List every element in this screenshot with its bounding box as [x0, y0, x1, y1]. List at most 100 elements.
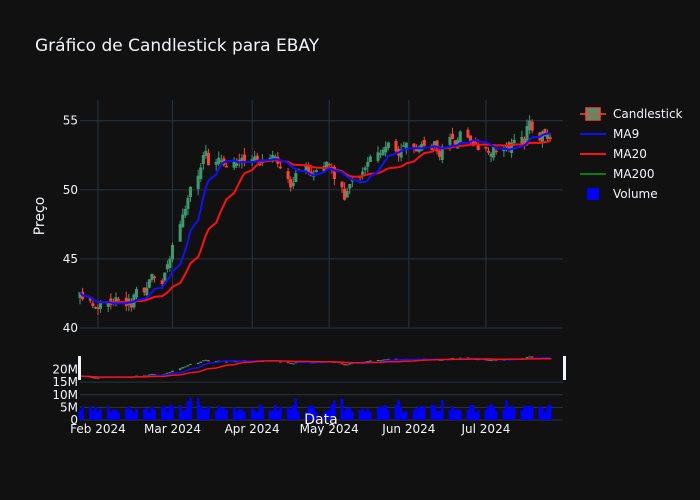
volume-bar — [502, 409, 506, 420]
candle-body — [332, 166, 336, 180]
volume-bar — [135, 408, 138, 420]
volume-bar — [196, 397, 200, 420]
volume-bar — [276, 410, 280, 420]
volume-tick-label: 10M — [52, 388, 78, 402]
slider-candle — [148, 374, 151, 376]
candle-body — [399, 149, 403, 158]
x-axis-title: Data — [304, 412, 337, 428]
slider-candle — [530, 356, 534, 358]
volume-bar — [528, 405, 531, 420]
candle-body — [448, 137, 452, 145]
slider-handle-left[interactable] — [78, 356, 81, 380]
slider-candle — [525, 356, 529, 360]
volume-bar — [117, 412, 120, 420]
candle-body — [286, 171, 290, 180]
candle-body — [199, 167, 203, 179]
volume-bar — [420, 407, 424, 420]
slider-candle — [376, 359, 380, 361]
candle-body — [204, 150, 208, 156]
volume-bar — [217, 406, 221, 420]
volume-bar — [163, 406, 167, 420]
volume-bar — [548, 404, 552, 420]
price-gridlines — [80, 100, 563, 329]
volume-bar — [178, 404, 182, 420]
slider-candle — [168, 372, 172, 374]
volume-bar — [543, 412, 547, 420]
volume-bar — [147, 412, 151, 420]
candle-body — [219, 160, 223, 163]
volume-bar — [114, 410, 118, 420]
slider-candle — [196, 362, 200, 365]
candle-body — [93, 307, 97, 309]
candle-body — [289, 179, 293, 188]
candle-body — [186, 197, 190, 209]
candle-body — [255, 155, 259, 160]
volume-bar — [78, 410, 82, 420]
y-axis-title: Preço — [32, 197, 48, 236]
slider-handle-right[interactable] — [563, 356, 566, 380]
slider-candle — [94, 377, 97, 379]
chart-title: Gráfico de Candlestick para EBAY — [35, 36, 320, 56]
axes: 40 45 50 55 Feb 2024 Mar 2024 Apr 2024 May 2024… — [52, 114, 510, 436]
volume-bar — [523, 405, 526, 420]
candle-body — [379, 153, 383, 156]
candle-body — [466, 129, 470, 138]
slider-candle — [345, 364, 349, 366]
candle-body — [150, 273, 154, 280]
volume-bar — [168, 404, 172, 420]
candle-body — [548, 137, 552, 139]
slider-candle — [181, 367, 185, 369]
candle-body — [201, 155, 205, 164]
legend-item-ma9[interactable]: MA9 — [580, 127, 639, 141]
volume-bar — [343, 410, 346, 420]
slider-candle — [438, 359, 441, 361]
slider-candle — [494, 359, 498, 361]
volume-bar — [222, 407, 226, 420]
slider-candle — [384, 359, 388, 361]
slider-candle — [340, 363, 344, 365]
candle-body — [145, 287, 149, 296]
volume-bar — [181, 410, 185, 420]
volume-bar — [492, 406, 496, 420]
volume-bar — [124, 408, 128, 420]
candle-body — [91, 303, 95, 307]
volume-bar — [404, 411, 408, 420]
legend[interactable]: Candlestick MA9 MA20 MA200 Volume — [580, 107, 683, 201]
volume-bar — [255, 412, 259, 420]
candle-body — [214, 161, 218, 165]
price-tick-label: 50 — [63, 183, 78, 197]
volume-bar — [458, 410, 462, 420]
volume-bar — [415, 408, 418, 420]
candle-body — [327, 163, 331, 166]
volume-bar — [314, 412, 318, 420]
volume-bar — [307, 406, 311, 420]
slider-candle — [186, 365, 190, 367]
candle-body — [361, 171, 365, 175]
date-tick-label: Feb 2024 — [70, 422, 126, 436]
volume-bar — [451, 405, 454, 420]
legend-item-volume[interactable]: Volume — [587, 187, 658, 201]
volume-bar — [361, 408, 364, 420]
volume-bar — [304, 412, 308, 420]
volume-bar — [435, 410, 439, 420]
range-slider[interactable] — [78, 354, 566, 380]
date-tick-label: May 2024 — [300, 422, 359, 436]
candle-body — [152, 276, 157, 279]
volume-bar — [376, 407, 380, 420]
candle-body — [528, 120, 532, 131]
candle-body — [512, 139, 516, 144]
candle-body — [278, 166, 282, 169]
legend-item-ma200[interactable]: MA200 — [580, 167, 654, 181]
candle-body — [489, 153, 493, 157]
volume-bar — [127, 406, 131, 420]
legend-label: MA20 — [613, 147, 647, 161]
candle-body — [438, 151, 442, 157]
legend-item-ma20[interactable]: MA20 — [580, 147, 647, 161]
volume-bar — [112, 409, 115, 420]
volume-bar — [171, 405, 174, 420]
legend-label: Volume — [613, 187, 658, 201]
volume-bar — [358, 410, 362, 420]
legend-item-candlestick[interactable]: Candlestick — [580, 107, 683, 121]
volume-bar — [525, 406, 529, 420]
